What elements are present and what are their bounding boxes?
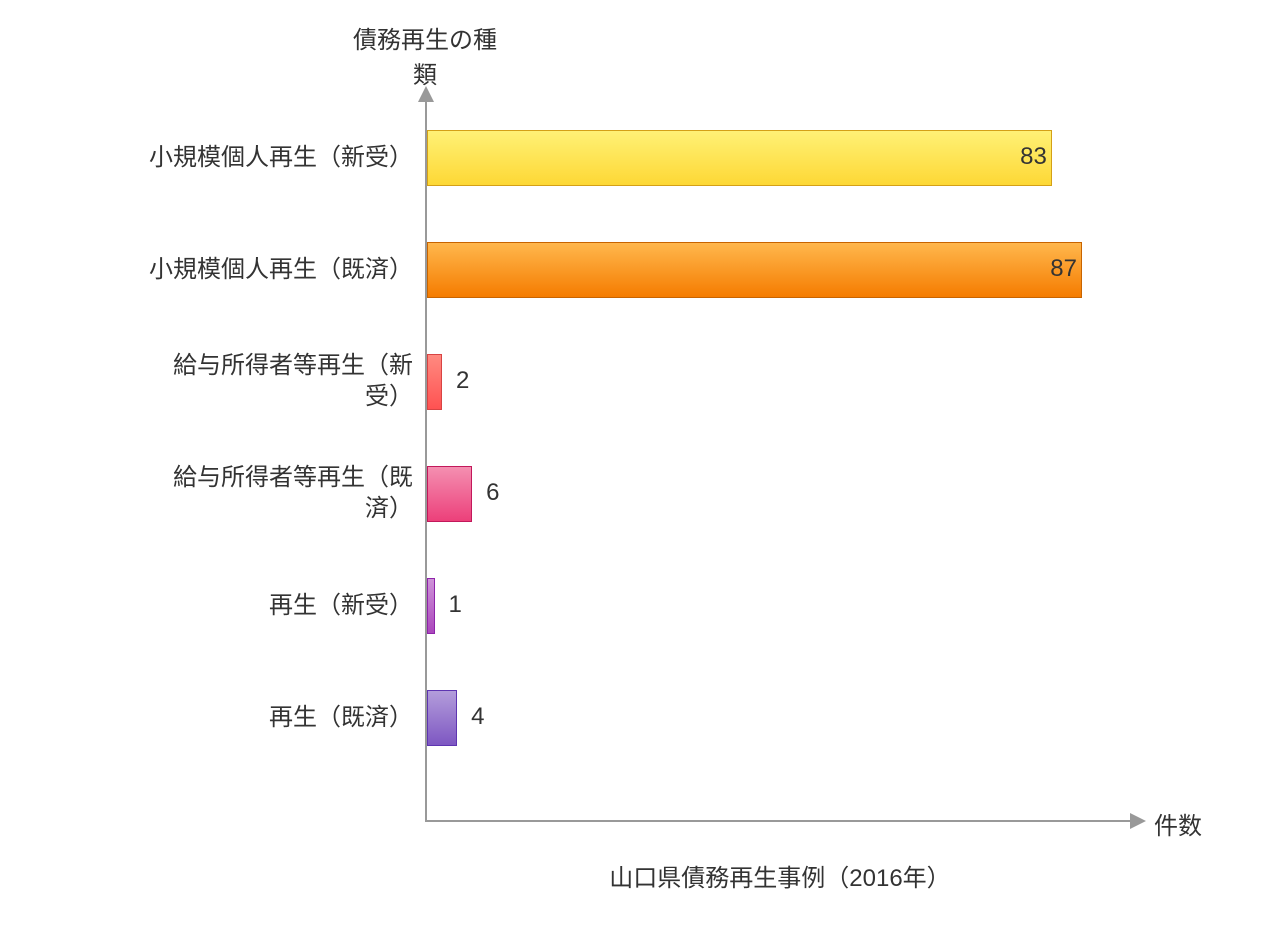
bar-value: 4 (471, 703, 484, 731)
bar-category-label: 小規模個人再生（新受） (93, 142, 413, 173)
bar-value: 2 (456, 367, 469, 395)
bar (427, 690, 457, 746)
bar (427, 354, 442, 410)
bar-value: 6 (486, 479, 499, 507)
bar-value: 83 (1007, 143, 1047, 171)
bar-category-label: 再生（新受） (93, 590, 413, 621)
bar (427, 578, 435, 634)
x-axis-title: 件数 (1154, 806, 1202, 841)
bar (427, 242, 1082, 298)
x-axis-arrow-icon (1130, 813, 1146, 829)
bar (427, 466, 472, 522)
bar-category-label: 再生（既済） (93, 702, 413, 733)
bar-category-label: 小規模個人再生（既済） (93, 254, 413, 285)
x-axis-line (425, 820, 1130, 822)
bar-chart: 債務再生の種類件数 小規模個人再生（新受） 83 小規模個人再生（既済） 87 給与所得者… (0, 0, 1280, 932)
bar-value: 87 (1037, 255, 1077, 283)
bar-value: 1 (449, 591, 462, 619)
y-axis-title: 債務再生の種類 (330, 20, 520, 90)
bar (427, 130, 1052, 186)
bar-category-label: 給与所得者等再生（新受） (93, 350, 413, 412)
bar-category-label: 給与所得者等再生（既済） (93, 462, 413, 524)
y-axis-arrow-icon (418, 86, 434, 102)
chart-caption: 山口県債務再生事例（2016年） (430, 858, 1130, 893)
